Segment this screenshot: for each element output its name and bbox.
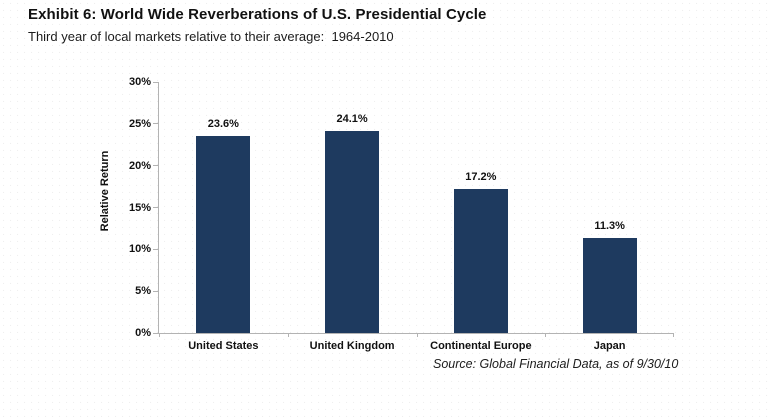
bar — [196, 135, 251, 333]
bar-value-label: 11.3% — [594, 220, 625, 233]
x-tick-mark — [416, 333, 418, 337]
x-tick-mark — [159, 333, 160, 337]
plot-area: 0% 5% 10% 15% 20% 25% 30% 23.6% United States 24.… — [129, 76, 674, 352]
y-tick-mark — [153, 123, 158, 125]
exhibit-title: Exhibit 6: World Wide Reverberations of … — [28, 6, 487, 23]
y-tick-label: 10% — [128, 243, 151, 256]
exhibit-subtitle: Third year of local markets relative to … — [28, 29, 394, 44]
bar — [453, 189, 508, 333]
x-category-label: Japan — [593, 340, 626, 352]
x-category-label: United States — [188, 340, 259, 352]
y-tick-label: 20% — [128, 159, 151, 172]
x-category-label: United Kingdom — [309, 340, 395, 352]
source-note: Source: Global Financial Data, as of 9/3… — [433, 357, 679, 371]
y-tick-label: 0% — [135, 327, 151, 339]
bar-value-label: 23.6% — [207, 117, 239, 130]
x-tick-mark — [673, 333, 674, 337]
y-tick-mark — [153, 248, 158, 250]
y-tick-label: 30% — [128, 76, 151, 88]
y-tick-label: 5% — [135, 285, 151, 298]
y-tick-mark — [153, 290, 158, 292]
x-tick-mark — [545, 333, 547, 337]
x-category-label: Continental Europe — [430, 340, 532, 352]
bar-value-label: 24.1% — [336, 113, 368, 126]
y-tick-mark — [153, 165, 158, 167]
y-tick-label: 15% — [128, 201, 151, 214]
bar — [325, 131, 380, 333]
x-tick-mark — [287, 333, 289, 337]
bar — [582, 238, 637, 333]
bar-value-label: 17.2% — [465, 171, 497, 184]
y-tick-mark — [153, 207, 158, 208]
y-tick-label: 25% — [128, 117, 151, 130]
y-tick-mark — [153, 332, 158, 334]
y-tick-mark — [153, 81, 158, 83]
